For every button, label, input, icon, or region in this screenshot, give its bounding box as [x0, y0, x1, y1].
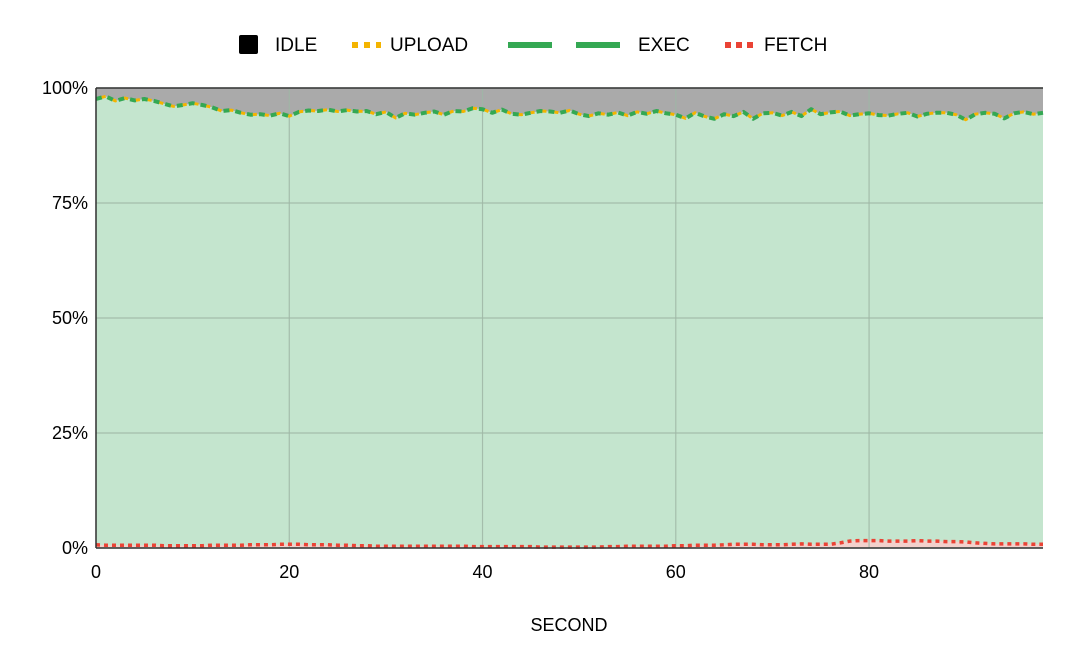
legend-item-exec[interactable]: EXEC: [508, 35, 690, 56]
series-line-upload: [95, 94, 1044, 122]
y-tick-label-75: 75%: [52, 193, 88, 213]
y-tick-label-0: 0%: [62, 538, 88, 558]
legend-label-exec: EXEC: [638, 35, 690, 56]
x-tick-label-80: 80: [859, 562, 879, 582]
legend-swatch-idle: [239, 35, 258, 54]
area-fetch: [96, 540, 1043, 548]
x-tick-label-60: 60: [666, 562, 686, 582]
y-tick-label-100: 100%: [42, 78, 88, 98]
legend-item-fetch[interactable]: FETCH: [725, 35, 827, 56]
legend-label-idle: IDLE: [275, 35, 317, 56]
series-line-fetch: [95, 538, 1043, 549]
x-tick-label-0: 0: [91, 562, 101, 582]
area-exec: [96, 96, 1043, 549]
axes: [95, 87, 1043, 549]
x-axis-title: SECOND: [530, 615, 607, 635]
x-tick-label-40: 40: [473, 562, 493, 582]
y-tick-label-25: 25%: [52, 423, 88, 443]
legend-item-idle[interactable]: IDLE: [239, 35, 317, 56]
legend: IDLE UPLOAD EXEC FETCH: [239, 35, 827, 56]
legend-item-upload[interactable]: UPLOAD: [352, 35, 468, 56]
legend-label-fetch: FETCH: [764, 35, 827, 56]
legend-label-upload: UPLOAD: [390, 35, 468, 56]
plot-lines: [95, 94, 1044, 549]
tick-labels: 0% 25% 50% 75% 100% 0 20 40 60 80: [42, 78, 879, 582]
y-tick-label-50: 50%: [52, 308, 88, 328]
x-tick-label-20: 20: [279, 562, 299, 582]
